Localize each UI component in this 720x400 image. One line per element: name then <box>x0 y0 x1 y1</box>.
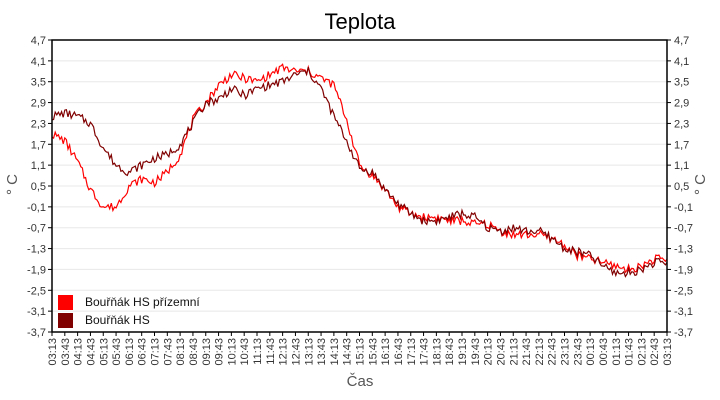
svg-text:02:43: 02:43 <box>649 338 661 366</box>
svg-text:1,7: 1,7 <box>674 139 689 151</box>
svg-text:04:13: 04:13 <box>73 338 85 366</box>
svg-text:4,7: 4,7 <box>31 35 46 47</box>
svg-text:06:13: 06:13 <box>124 338 136 366</box>
svg-text:17:13: 17:13 <box>406 338 418 366</box>
svg-text:-1,9: -1,9 <box>674 264 693 276</box>
svg-text:10:13: 10:13 <box>226 338 238 366</box>
svg-text:13:13: 13:13 <box>303 338 315 366</box>
svg-text:05:43: 05:43 <box>111 338 123 366</box>
legend-item-prizemni: Bouřňák HS přízemní <box>58 294 200 310</box>
svg-text:20:13: 20:13 <box>483 338 495 366</box>
svg-text:23:13: 23:13 <box>560 338 572 366</box>
y-axis-label-left: ° C <box>4 174 21 195</box>
svg-text:09:13: 09:13 <box>201 338 213 366</box>
x-axis: 03:13 03:43 04:13 04:43 05:13 05:43 06:13 06:43… <box>47 332 674 366</box>
svg-text:08:43: 08:43 <box>188 338 200 366</box>
svg-text:20:43: 20:43 <box>495 338 507 366</box>
series-lines <box>51 63 668 278</box>
svg-text:3,5: 3,5 <box>674 77 689 89</box>
svg-text:-2,5: -2,5 <box>674 285 693 297</box>
svg-text:2,9: 2,9 <box>674 98 689 110</box>
svg-text:13:43: 13:43 <box>316 338 328 366</box>
svg-text:11:13: 11:13 <box>252 338 264 365</box>
svg-text:2,3: 2,3 <box>31 118 46 130</box>
gridlines <box>52 39 667 333</box>
legend-swatch-red <box>58 294 73 310</box>
svg-text:-2,5: -2,5 <box>27 285 46 297</box>
svg-text:1,1: 1,1 <box>31 160 46 172</box>
svg-text:18:43: 18:43 <box>444 338 456 366</box>
svg-text:02:13: 02:13 <box>636 338 648 366</box>
svg-text:01:13: 01:13 <box>611 338 623 366</box>
svg-text:06:43: 06:43 <box>137 338 149 366</box>
svg-text:22:43: 22:43 <box>547 338 559 366</box>
svg-text:-0,1: -0,1 <box>674 202 693 214</box>
svg-text:4,7: 4,7 <box>674 35 689 47</box>
svg-text:07:43: 07:43 <box>162 338 174 366</box>
svg-text:19:13: 19:13 <box>457 338 469 366</box>
svg-text:1,7: 1,7 <box>31 139 46 151</box>
svg-text:00:43: 00:43 <box>598 338 610 366</box>
svg-text:-0,7: -0,7 <box>27 223 46 235</box>
svg-text:15:13: 15:13 <box>355 338 367 366</box>
x-axis-label: Čas <box>346 373 374 390</box>
svg-text:-1,3: -1,3 <box>27 244 46 256</box>
svg-text:05:13: 05:13 <box>98 338 110 366</box>
svg-text:09:43: 09:43 <box>214 338 226 366</box>
legend-swatch-darkred <box>58 312 73 328</box>
svg-text:04:43: 04:43 <box>85 338 97 366</box>
svg-text:-1,3: -1,3 <box>674 244 693 256</box>
svg-text:2,9: 2,9 <box>31 98 46 110</box>
svg-text:14:43: 14:43 <box>342 338 354 366</box>
svg-text:1,1: 1,1 <box>674 160 689 172</box>
svg-text:12:13: 12:13 <box>278 338 290 366</box>
svg-text:17:43: 17:43 <box>419 338 431 366</box>
svg-text:12:43: 12:43 <box>290 338 302 366</box>
svg-text:-0,7: -0,7 <box>674 223 693 235</box>
legend-label: Bouřňák HS přízemní <box>85 295 200 309</box>
svg-text:16:13: 16:13 <box>380 338 392 366</box>
svg-text:-0,1: -0,1 <box>27 202 46 214</box>
svg-text:-3,1: -3,1 <box>27 306 46 318</box>
legend: Bouřňák HS přízemní Bouřňák HS <box>58 294 200 330</box>
svg-text:03:43: 03:43 <box>60 338 72 366</box>
svg-text:16:43: 16:43 <box>393 338 405 366</box>
svg-text:10:43: 10:43 <box>239 338 251 366</box>
svg-text:11:43: 11:43 <box>265 338 277 365</box>
chart-title: Teplota <box>324 9 396 34</box>
svg-text:-3,7: -3,7 <box>674 327 693 339</box>
svg-text:-1,9: -1,9 <box>27 264 46 276</box>
svg-text:4,1: 4,1 <box>674 56 689 68</box>
svg-text:3,5: 3,5 <box>31 77 46 89</box>
svg-text:18:13: 18:13 <box>431 338 443 366</box>
svg-text:03:13: 03:13 <box>662 338 674 366</box>
svg-text:-3,7: -3,7 <box>27 327 46 339</box>
svg-text:01:43: 01:43 <box>624 338 636 366</box>
svg-text:4,1: 4,1 <box>31 56 46 68</box>
svg-text:07:13: 07:13 <box>150 338 162 366</box>
y-axis-right: 4,7 4,1 3,5 2,9 2,3 1,7 1,1 0,5 -0,1 -0,7 -1,3 -1,9… <box>667 35 693 339</box>
svg-text:15:43: 15:43 <box>367 338 379 366</box>
svg-text:23:43: 23:43 <box>572 338 584 366</box>
y-axis-label-right: ° C <box>692 174 709 195</box>
svg-text:00:13: 00:13 <box>585 338 597 366</box>
legend-label: Bouřňák HS <box>85 313 150 327</box>
svg-text:14:13: 14:13 <box>329 338 341 366</box>
svg-text:19:43: 19:43 <box>470 338 482 366</box>
y-axis-left: 4,7 4,1 3,5 2,9 2,3 1,7 1,1 0,5 -0,1 -0,7 -1,3 -1,9… <box>27 35 52 339</box>
svg-text:08:13: 08:13 <box>175 338 187 366</box>
svg-text:21:43: 21:43 <box>521 338 533 366</box>
legend-item-hs: Bouřňák HS <box>58 312 200 328</box>
svg-text:21:13: 21:13 <box>508 338 520 366</box>
svg-text:0,5: 0,5 <box>31 181 46 193</box>
svg-text:22:13: 22:13 <box>534 338 546 366</box>
svg-text:2,3: 2,3 <box>674 118 689 130</box>
svg-text:-3,1: -3,1 <box>674 306 693 318</box>
svg-text:0,5: 0,5 <box>674 181 689 193</box>
svg-text:03:13: 03:13 <box>47 338 59 366</box>
